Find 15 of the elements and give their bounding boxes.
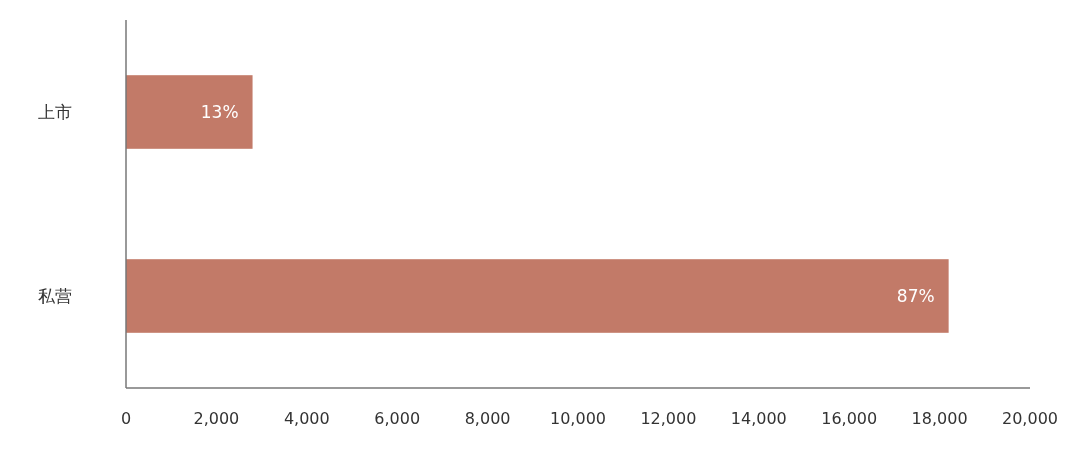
y-tick-label: 私营 <box>38 286 72 306</box>
annotation: 87% <box>896 286 935 306</box>
x-tick-label: 10,000 <box>550 409 606 428</box>
x-tick-label: 18,000 <box>911 409 968 428</box>
x-tick-label: 4,000 <box>283 409 330 428</box>
annotation: 13% <box>200 102 239 122</box>
x-tick-label: 8,000 <box>464 409 511 428</box>
x-tick-label: 12,000 <box>640 409 697 428</box>
x-tick-label: 6,000 <box>374 409 421 428</box>
x-tick-label: 2,000 <box>193 409 240 428</box>
y-tick-label: 上市 <box>38 102 72 122</box>
x-tick-label: 14,000 <box>730 409 787 428</box>
x-tick-label: 20,000 <box>1002 409 1058 428</box>
x-tick-label: 16,000 <box>821 409 878 428</box>
x-tick-label: 0 <box>120 409 132 428</box>
